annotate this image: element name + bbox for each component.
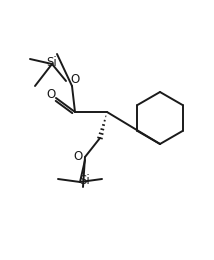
Text: O: O [73, 150, 83, 162]
Text: Si: Si [80, 173, 90, 186]
Text: Si: Si [47, 55, 57, 68]
Text: O: O [70, 73, 80, 86]
Text: O: O [46, 88, 56, 101]
